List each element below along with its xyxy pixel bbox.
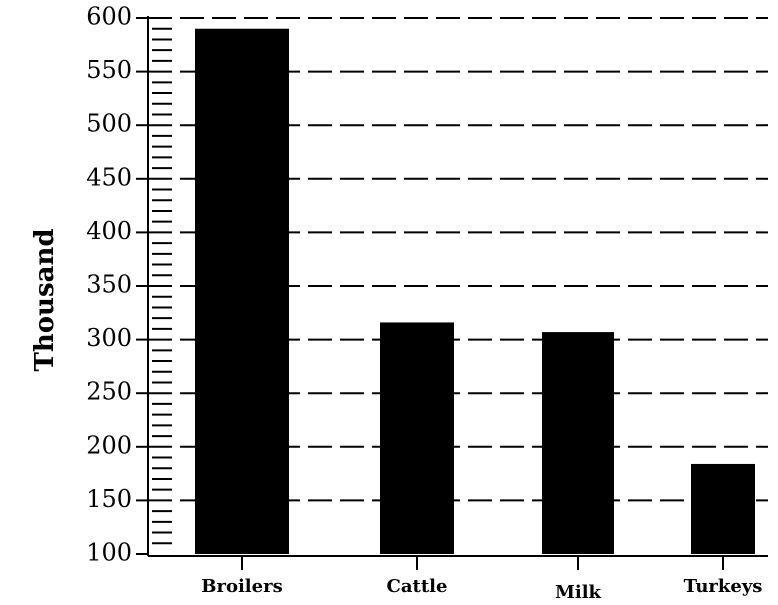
bar-cattle (380, 322, 454, 554)
axes (147, 16, 768, 557)
y-tick-labels: 100 150 200 250 300 350 400 450 500 550 600 (86, 3, 132, 567)
bar-milk (542, 332, 614, 554)
x-tick-label: Turkeys (684, 576, 763, 597)
bar-turkeys (691, 463, 755, 554)
y-tick-label: 450 (86, 163, 132, 191)
x-tick-label: Cattle (387, 576, 448, 597)
y-axis-title: Thousand (30, 228, 60, 371)
y-tick-label: 150 (86, 485, 132, 513)
y-tick-label: 200 (86, 431, 132, 459)
x-category-labels: Broilers Cattle Milk Turkeys (201, 576, 762, 603)
y-tick-label: 350 (86, 271, 132, 299)
x-tick-marks (241, 556, 724, 570)
y-tick-label: 250 (86, 378, 132, 406)
minor-tick-marks (152, 27, 172, 545)
x-tick-label: Broilers (201, 576, 282, 597)
y-tick-label: 300 (86, 324, 132, 352)
x-tick-label: Milk (555, 582, 602, 603)
y-tick-label: 550 (86, 56, 132, 84)
bar-broilers (195, 28, 289, 555)
y-tick-label: 400 (86, 217, 132, 245)
y-tick-label: 100 (86, 539, 132, 567)
y-tick-label: 600 (86, 3, 132, 31)
bars (195, 28, 755, 555)
y-tick-label: 500 (86, 110, 132, 138)
